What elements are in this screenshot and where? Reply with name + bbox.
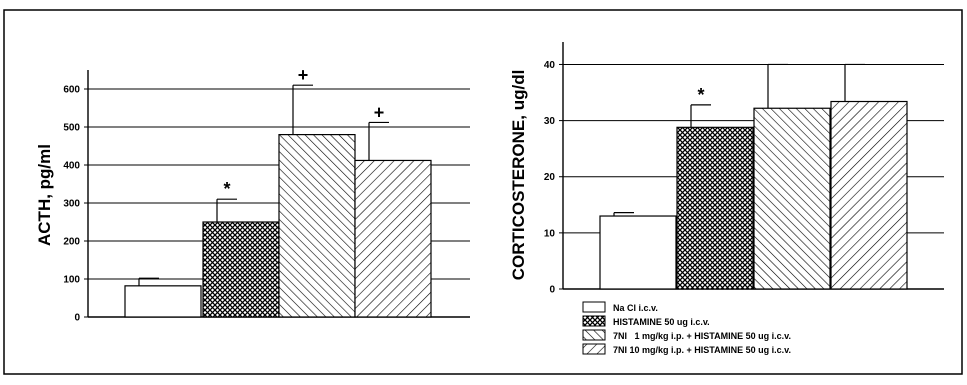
legend: Na Cl i.c.v. HISTAMINE 50 ug i.c.v. 7NI …: [582, 301, 791, 355]
legend-label-7ni-1mg: 7NI 1 mg/kg i.p. + HISTAMINE 50 ug i.c.v…: [613, 331, 791, 341]
acth-chart: ACTH, pg/ml 0 100 200 300 400 500 600 * + +: [35, 65, 470, 324]
acth-significance-marker-7ni-10mg: +: [374, 102, 385, 122]
cort-tick-label: 10: [544, 228, 556, 239]
acth-tick-label: 500: [63, 123, 80, 134]
acth-tick-label: 200: [63, 237, 80, 248]
legend-swatch-7ni-1mg: [582, 329, 606, 341]
acth-tick-label: 400: [63, 161, 80, 172]
acth-bar-histamine: [202, 221, 280, 318]
legend-swatch-7ni-10mg: [582, 343, 606, 355]
acth-tick-label: 0: [74, 313, 80, 324]
legend-swatch-nacl: [582, 301, 606, 313]
acth-tick-label: 100: [63, 275, 80, 286]
legend-label-7ni-10mg: 7NI 10 mg/kg i.p. + HISTAMINE 50 ug i.c.…: [613, 345, 791, 355]
cort-tick-label: 20: [544, 172, 556, 183]
cort-tick-label: 0: [549, 285, 555, 296]
legend-label-nacl: Na Cl i.c.v.: [613, 303, 658, 313]
cort-bar-histamine: [676, 126, 754, 290]
acth-significance-marker-7ni-1mg: +: [298, 65, 309, 85]
acth-bar-7ni-10mg: [354, 159, 432, 318]
cort-tick-label: 40: [544, 60, 556, 71]
cort-bar-7ni-10mg: [830, 100, 908, 290]
acth-significance-marker-histamine: *: [223, 179, 230, 199]
cort-bar-7ni-1mg: [753, 107, 831, 290]
cort-bar-nacl: [599, 215, 677, 290]
legend-swatch-histamine: [582, 315, 606, 327]
cort-tick-label: 30: [544, 116, 556, 127]
corticosterone-y-axis-label: CORTICOSTERONE, ug/dl: [509, 70, 528, 281]
corticosterone-chart: CORTICOSTERONE, ug/dl 0 10 20 30 40 *: [509, 42, 944, 296]
acth-y-axis-label: ACTH, pg/ml: [35, 144, 54, 246]
acth-bar-7ni-1mg: [278, 134, 356, 318]
legend-label-histamine: HISTAMINE 50 ug i.c.v.: [613, 317, 710, 327]
acth-tick-label: 600: [63, 85, 80, 96]
figure-border: [3, 9, 963, 375]
acth-bar-nacl: [124, 285, 202, 318]
cort-significance-marker-histamine: *: [697, 85, 704, 105]
acth-tick-label: 300: [63, 199, 80, 210]
